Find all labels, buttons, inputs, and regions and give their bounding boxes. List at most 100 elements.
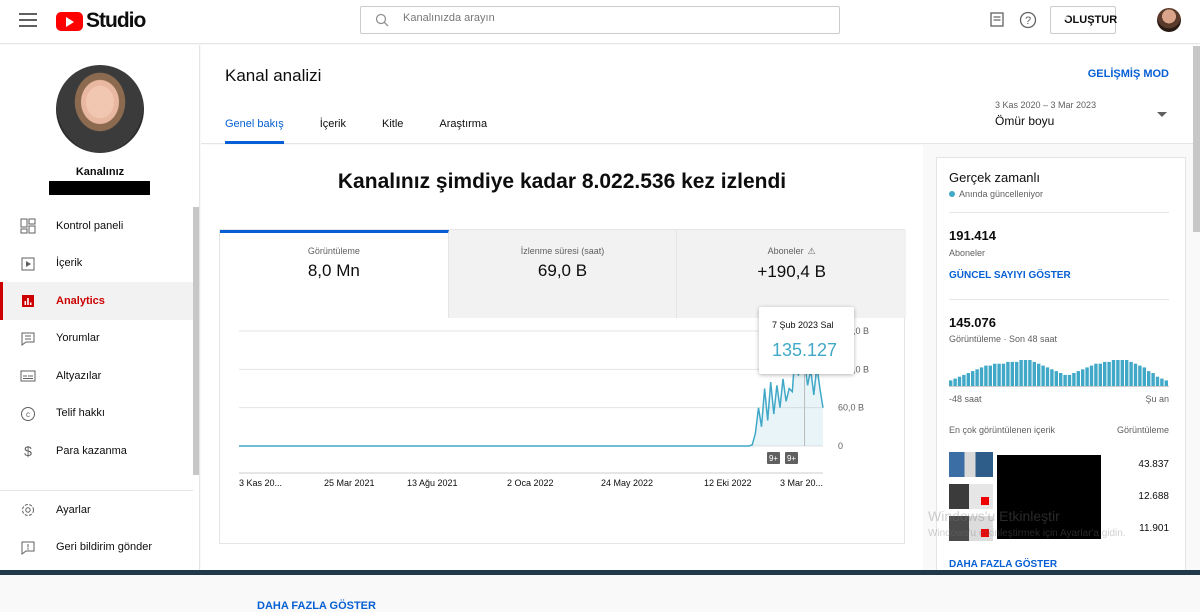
realtime-bar xyxy=(1142,367,1146,386)
date-range-selector[interactable]: 3 Kas 2020 – 3 Mar 2023 Ömür boyu xyxy=(995,100,1167,128)
messages-icon[interactable] xyxy=(988,11,1006,29)
top-content-row[interactable]: 12.688 xyxy=(949,484,1169,510)
gear-icon xyxy=(22,504,34,516)
sidebar-item-monetization[interactable]: $ Para kazanma xyxy=(0,432,193,470)
dollar-icon: $ xyxy=(24,443,32,459)
realtime-bar xyxy=(966,373,970,386)
sidebar-item-label: Analytics xyxy=(56,294,105,307)
x-tick-label: 3 Mar 20... xyxy=(780,478,823,488)
search-box[interactable] xyxy=(360,6,840,34)
realtime-bar xyxy=(971,371,975,386)
warning-icon: ⚠ xyxy=(807,246,816,256)
axis-end-label: Şu an xyxy=(1145,394,1169,404)
x-tick-label: 12 Eki 2022 xyxy=(704,478,752,488)
annotation-badge[interactable] xyxy=(785,452,798,464)
realtime-bar xyxy=(953,378,957,386)
studio-logo[interactable]: Studio xyxy=(56,9,146,33)
show-more-link[interactable]: DAHA FAZLA GÖSTER xyxy=(257,600,376,612)
search-input[interactable] xyxy=(403,12,823,24)
sidebar-bottom: Ayarlar Geri bildirim gönder xyxy=(0,490,193,566)
realtime-bar xyxy=(1019,360,1023,386)
realtime-bar xyxy=(1072,373,1076,386)
annotation-badge[interactable] xyxy=(767,452,780,464)
youtube-logo-icon xyxy=(56,11,83,31)
video-thumbnail[interactable] xyxy=(949,452,993,477)
tab-research[interactable]: Araştırma xyxy=(439,118,488,130)
realtime-bar xyxy=(1045,367,1050,386)
metric-views[interactable]: Görüntüleme 8,0 Mn xyxy=(220,230,449,318)
realtime-bar xyxy=(1125,360,1129,386)
sidebar-item-settings[interactable]: Ayarlar xyxy=(0,491,193,529)
top-content-row[interactable]: 11.901 xyxy=(949,516,1169,542)
search-icon xyxy=(375,13,389,27)
tooltip-date: 7 Şub 2023 Sal xyxy=(772,320,834,330)
sidebar-item-label: İçerik xyxy=(56,257,83,270)
show-more-link[interactable]: DAHA FAZLA GÖSTER xyxy=(949,559,1058,570)
chevron-down-icon xyxy=(1157,112,1167,117)
realtime-bar xyxy=(975,369,979,386)
realtime-bar xyxy=(1094,363,1098,386)
sidebar-item-copyright[interactable]: c Telif hakkı xyxy=(0,395,193,433)
x-tick-label: 3 Kas 20... xyxy=(239,478,282,488)
tab-audience[interactable]: Kitle xyxy=(381,118,404,130)
realtime-bar xyxy=(1001,363,1006,386)
menu-icon[interactable] xyxy=(19,13,37,27)
taskbar xyxy=(0,570,1200,575)
realtime-bar xyxy=(1037,363,1041,386)
activation-watermark-text: Windows'u etkinleştirmek için Ayarlar'a … xyxy=(928,528,1126,539)
account-avatar[interactable] xyxy=(1157,8,1181,32)
advanced-mode-button[interactable]: GELİŞMİŞ MOD xyxy=(1087,68,1169,80)
sidebar-scrollbar[interactable] xyxy=(193,207,199,475)
video-thumbnail[interactable] xyxy=(949,516,993,541)
realtime-bar xyxy=(1006,361,1010,386)
realtime-bar xyxy=(1098,363,1102,386)
realtime-bar xyxy=(1059,373,1063,386)
channel-avatar[interactable] xyxy=(56,65,144,153)
comments-icon xyxy=(21,332,35,346)
y-tick-label: 0 xyxy=(838,441,843,451)
top-content-row[interactable]: 43.837 xyxy=(949,452,1169,478)
analytics-header: Kanal analizi GELİŞMİŞ MOD Genel bakış İ… xyxy=(201,45,1200,144)
realtime-bar xyxy=(1133,363,1138,386)
help-icon[interactable]: ? xyxy=(1019,11,1037,29)
show-live-count-link[interactable]: GÜNCEL SAYIYI GÖSTER xyxy=(949,270,1071,281)
subscriber-count: 191.414 xyxy=(949,228,996,243)
metrics-chart-box: Görüntüleme 8,0 Mn İzlenme süresi (saat)… xyxy=(219,229,907,612)
tab-overview[interactable]: Genel bakış xyxy=(225,118,284,144)
realtime-bar xyxy=(979,367,984,386)
subscriber-label: Aboneler xyxy=(949,248,986,258)
sidebar-item-dashboard[interactable]: Kontrol paneli xyxy=(0,207,193,245)
sidebar-item-feedback[interactable]: Geri bildirim gönder xyxy=(0,529,193,567)
thumbnail-badge xyxy=(981,529,989,537)
realtime-bar xyxy=(1010,361,1014,386)
analytics-tabs: Genel bakış İçerik Kitle Araştırma xyxy=(225,118,523,144)
realtime-bar xyxy=(1085,367,1089,386)
realtime-bar-chart[interactable] xyxy=(949,356,1169,388)
realtime-bar xyxy=(1107,361,1111,386)
metric-value: 69,0 B xyxy=(537,261,588,280)
video-views: 43.837 xyxy=(1138,459,1169,470)
metric-subscribers[interactable]: Aboneler ⚠ +190,4 B xyxy=(677,230,907,318)
create-button[interactable]: OLUŞTUR xyxy=(1050,6,1118,34)
divider xyxy=(949,212,1169,213)
y-tick-label: 60,0 B xyxy=(838,403,864,413)
activation-watermark-title: Windows'u Etkinleştir xyxy=(928,508,1060,524)
create-label: OLUŞTUR xyxy=(1064,14,1118,26)
sidebar-item-analytics[interactable]: Analytics xyxy=(0,282,193,320)
sidebar-item-content[interactable]: İçerik xyxy=(0,245,193,283)
overview-card: Kanalınız şimdiye kadar 8.022.536 kez iz… xyxy=(201,145,923,612)
video-thumbnail[interactable] xyxy=(949,484,993,509)
realtime-bar xyxy=(1063,374,1067,386)
sidebar-item-comments[interactable]: Yorumlar xyxy=(0,320,193,358)
metric-watch-time[interactable]: İzlenme süresi (saat) 69,0 B xyxy=(448,230,678,318)
series-line xyxy=(239,350,824,447)
page-scrollbar[interactable] xyxy=(1193,46,1200,232)
chart-tooltip: 7 Şub 2023 Sal 135.127 xyxy=(759,307,854,374)
top-content-label: En çok görüntülenen içerik xyxy=(949,425,1056,435)
video-views: 12.688 xyxy=(1138,491,1169,502)
sidebar-item-label: Telif hakkı xyxy=(56,407,105,420)
tab-content[interactable]: İçerik xyxy=(319,118,346,130)
axis-start-label: -48 saat xyxy=(949,394,982,404)
sidebar-item-subtitles[interactable]: Altyazılar xyxy=(0,357,193,395)
realtime-bar xyxy=(1067,374,1072,386)
